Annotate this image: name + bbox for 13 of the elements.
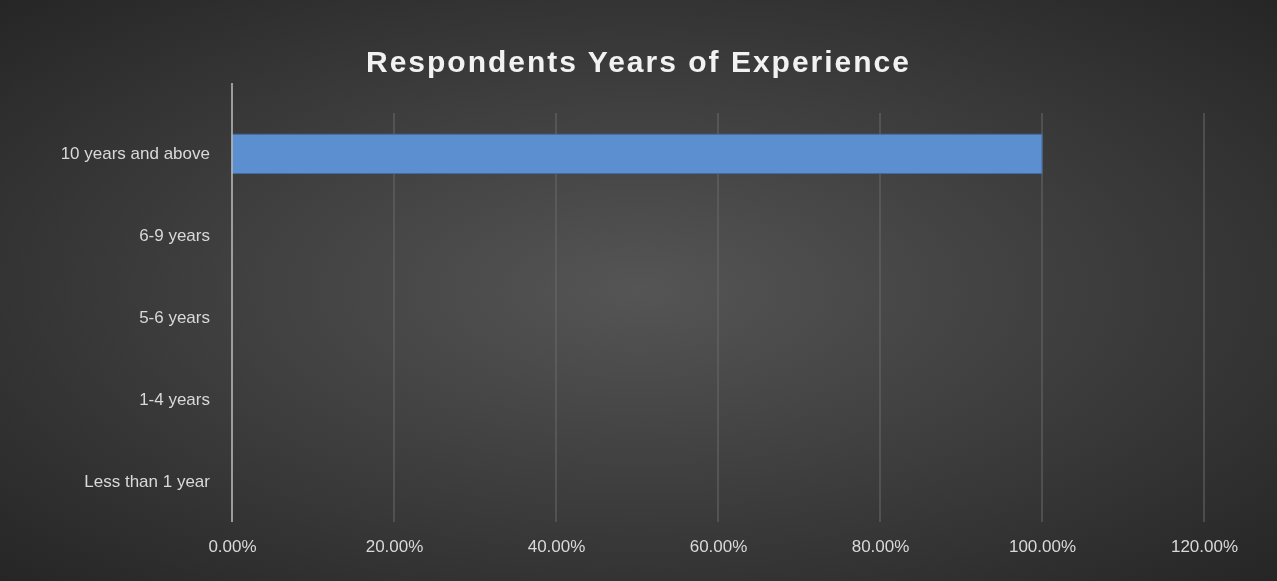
x-tick-label: 40.00%	[527, 537, 586, 557]
y-tick-label: Less than 1 year	[84, 471, 211, 491]
chart-title: Respondents Years of Experience	[366, 45, 911, 78]
x-tick-label: 120.00%	[1170, 537, 1239, 557]
x-tick-label: 60.00%	[689, 537, 748, 557]
y-tick-label: 1-4 years	[139, 389, 210, 409]
y-tick-label: 10 years and above	[60, 144, 210, 164]
x-tick-label: 0.00%	[208, 537, 257, 557]
x-tick-label: 100.00%	[1008, 537, 1077, 557]
x-tick-label: 20.00%	[365, 537, 424, 557]
y-tick-label: 6-9 years	[139, 226, 210, 246]
y-tick-label: 5-6 years	[139, 307, 210, 327]
x-tick-label: 80.00%	[851, 537, 910, 557]
